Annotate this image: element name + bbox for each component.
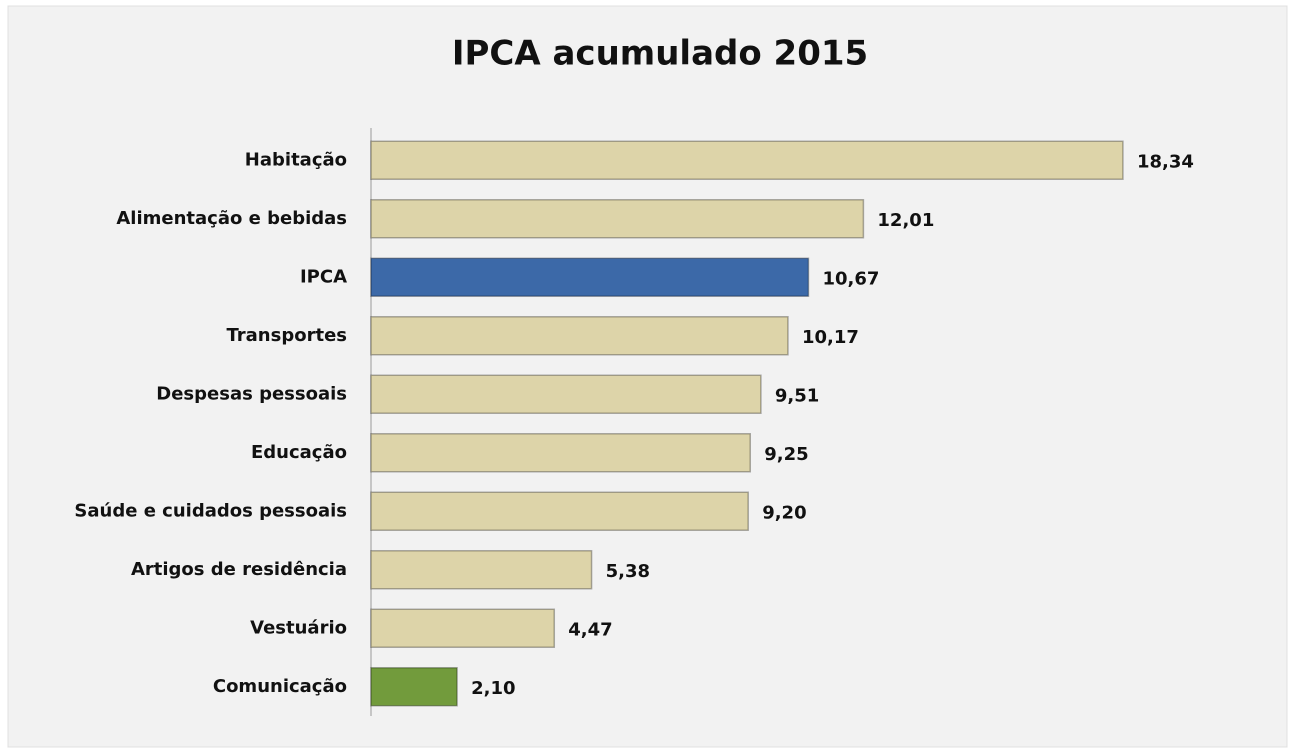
value-label: 10,67 (822, 268, 879, 289)
category-label: Artigos de residência (131, 559, 347, 580)
value-label: 4,47 (568, 619, 612, 640)
value-label: 2,10 (471, 678, 515, 699)
bar (370, 550, 593, 590)
value-label: 10,17 (802, 327, 859, 348)
value-label: 18,34 (1137, 151, 1194, 172)
bar (370, 433, 751, 473)
chart-title: IPCA acumulado 2015 (452, 34, 868, 74)
value-label: 12,01 (877, 210, 934, 231)
value-label: 9,20 (762, 502, 806, 523)
bar (370, 199, 865, 239)
bar (370, 374, 762, 414)
category-label: Alimentação e bebidas (116, 208, 347, 229)
value-label: 5,38 (606, 561, 650, 582)
bar (370, 257, 810, 297)
category-label: Habitação (245, 149, 347, 170)
category-label: Vestuário (250, 617, 347, 638)
bar (370, 667, 458, 707)
category-label: Educação (251, 442, 347, 463)
category-label: Despesas pessoais (156, 383, 347, 404)
bar (370, 608, 556, 648)
value-label: 9,25 (764, 444, 808, 465)
category-label: Comunicação (213, 676, 347, 697)
category-label: Saúde e cuidados pessoais (74, 500, 347, 521)
category-label: IPCA (300, 266, 347, 287)
value-label: 9,51 (775, 385, 819, 406)
category-label: Transportes (226, 325, 347, 346)
bar (370, 491, 749, 531)
bar (370, 140, 1124, 180)
bar (370, 316, 789, 356)
